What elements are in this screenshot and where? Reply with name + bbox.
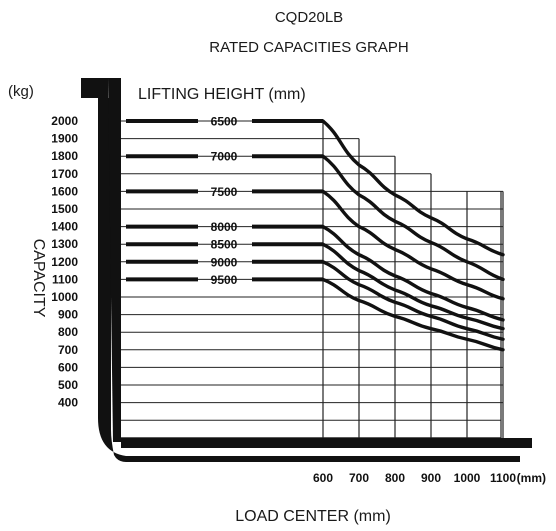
legend-title: LIFTING HEIGHT (mm) (138, 86, 306, 103)
legend-entry: 9500 (126, 273, 323, 287)
legend-label: 9000 (211, 255, 238, 269)
y-tick-label: 1900 (51, 132, 78, 146)
y-tick-label: 1200 (51, 255, 78, 269)
y-unit-label: (kg) (8, 83, 34, 100)
x-tick-label: 900 (421, 471, 441, 485)
x-tick-label: 700 (349, 471, 369, 485)
x-tick-label: 600 (313, 471, 333, 485)
legend-label: 7000 (211, 150, 238, 164)
y-tick-label: 1100 (52, 272, 78, 286)
y-tick-label: 1300 (51, 237, 78, 251)
series-line (321, 260, 505, 341)
y-tick-label: 1500 (51, 202, 78, 216)
y-tick-label: 600 (58, 360, 78, 374)
y-axis-bar (108, 78, 121, 442)
x-tick-label: 800 (385, 471, 405, 485)
y-tick-label: 1400 (51, 220, 78, 234)
legend-label: 8000 (211, 220, 238, 234)
legend-entry: 7500 (126, 185, 323, 199)
y-tick-label: 2000 (51, 114, 78, 128)
legend-entry: 9000 (126, 255, 323, 269)
axis-frame-shape (81, 78, 520, 462)
x-tick-labels: 600 700 800 900 1000 1100 (313, 471, 516, 485)
y-tick-label: 1000 (51, 290, 78, 304)
series-line (321, 242, 505, 331)
chart-subtitle: RATED CAPACITIES GRAPH (209, 39, 408, 56)
x-axis-title: LOAD CENTER (mm) (235, 508, 391, 525)
y-tick-label: 1600 (51, 184, 78, 198)
legend-entry: 8000 (126, 220, 323, 234)
legend-entry: 6500 (126, 115, 323, 129)
y-axis-title: CAPACITY (30, 239, 47, 318)
x-unit-label: (mm) (517, 471, 546, 485)
x-tick-label: 1000 (454, 471, 481, 485)
y-tick-label: 1800 (51, 149, 78, 163)
y-tick-label: 800 (58, 325, 78, 339)
legend-label: 6500 (211, 115, 238, 129)
series-line (321, 277, 505, 352)
y-tick-label: 900 (58, 308, 78, 322)
series-line (321, 189, 505, 301)
series-line (321, 154, 505, 282)
chart-title: CQD20LB (275, 9, 343, 26)
y-tick-label: 400 (58, 396, 78, 410)
y-tick-label: 500 (58, 378, 78, 392)
legend-entry: 8500 (126, 238, 323, 252)
series-curves (321, 119, 505, 352)
x-axis-bar (121, 438, 532, 448)
y-tick-label: 1700 (51, 167, 78, 181)
legend: 6500 7000 7500 8000 8500 9000 9500 (126, 115, 323, 287)
legend-label: 9500 (211, 273, 238, 287)
series-line (321, 224, 505, 322)
y-tick-label: 700 (58, 343, 78, 357)
legend-label: 8500 (211, 238, 238, 252)
axis-frame (81, 78, 532, 462)
series-line (321, 119, 505, 257)
grid (121, 120, 504, 442)
x-tick-label: 1100 (490, 471, 516, 485)
legend-label: 7500 (211, 185, 238, 199)
y-tick-labels: 2000 1900 1800 1700 1600 1500 1400 1300 1200 1100… (51, 114, 78, 410)
legend-entry: 7000 (126, 150, 323, 164)
